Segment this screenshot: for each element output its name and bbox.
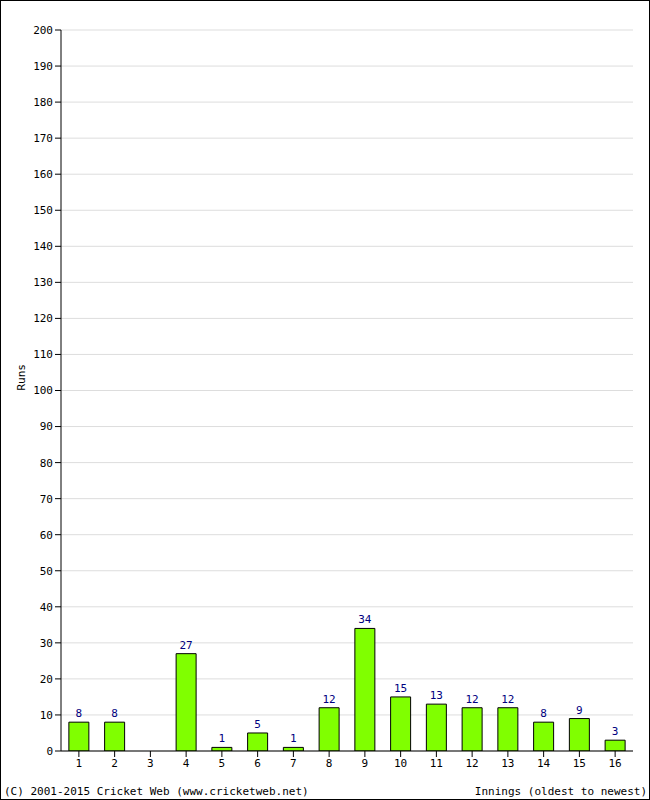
svg-text:2: 2: [111, 757, 118, 770]
svg-text:12: 12: [322, 693, 335, 706]
svg-text:8: 8: [76, 707, 83, 720]
svg-text:150: 150: [33, 204, 53, 217]
svg-text:200: 200: [33, 24, 53, 37]
svg-text:13: 13: [501, 757, 514, 770]
svg-text:12: 12: [466, 757, 479, 770]
svg-text:130: 130: [33, 276, 53, 289]
svg-text:34: 34: [358, 613, 372, 626]
svg-text:15: 15: [394, 682, 407, 695]
svg-text:80: 80: [40, 457, 53, 470]
svg-text:6: 6: [254, 757, 261, 770]
svg-text:0: 0: [46, 745, 53, 758]
svg-text:16: 16: [609, 757, 622, 770]
svg-text:4: 4: [183, 757, 190, 770]
svg-text:1: 1: [76, 757, 83, 770]
svg-text:160: 160: [33, 168, 53, 181]
svg-text:140: 140: [33, 240, 53, 253]
svg-text:30: 30: [40, 637, 53, 650]
svg-text:Innings (oldest to newest): Innings (oldest to newest): [475, 785, 642, 798]
svg-text:8: 8: [326, 757, 333, 770]
svg-text:15: 15: [573, 757, 586, 770]
svg-text:110: 110: [33, 348, 53, 361]
svg-text:9: 9: [362, 757, 369, 770]
svg-text:9: 9: [576, 704, 583, 717]
svg-text:3: 3: [612, 725, 619, 738]
svg-text:70: 70: [40, 493, 53, 506]
svg-text:90: 90: [40, 420, 53, 433]
svg-text:Runs: Runs: [15, 364, 28, 391]
svg-text:12: 12: [501, 693, 514, 706]
html-text:(C) 2001-2015 Cricket Web (www: (C) 2001-2015 Cricket Web (www.cricketwe…: [4, 785, 309, 798]
svg-text:1: 1: [290, 732, 297, 745]
svg-text:1: 1: [219, 732, 226, 745]
svg-text:10: 10: [394, 757, 407, 770]
svg-text:7: 7: [290, 757, 297, 770]
svg-text:14: 14: [537, 757, 551, 770]
svg-text:3: 3: [147, 757, 154, 770]
svg-text:100: 100: [33, 384, 53, 397]
svg-text:170: 170: [33, 132, 53, 145]
svg-text:180: 180: [33, 96, 53, 109]
svg-text:13: 13: [430, 689, 443, 702]
svg-text:12: 12: [465, 693, 478, 706]
svg-text:5: 5: [254, 718, 261, 731]
svg-text:60: 60: [40, 529, 53, 542]
svg-text:27: 27: [179, 639, 192, 652]
svg-text:50: 50: [40, 565, 53, 578]
svg-text:120: 120: [33, 312, 53, 325]
svg-text:8: 8: [111, 707, 118, 720]
svg-text:190: 190: [33, 60, 53, 73]
svg-text:11: 11: [430, 757, 443, 770]
svg-text:20: 20: [40, 673, 53, 686]
svg-text:10: 10: [40, 709, 53, 722]
svg-text:5: 5: [219, 757, 226, 770]
svg-text:8: 8: [540, 707, 547, 720]
svg-text:40: 40: [40, 601, 53, 614]
